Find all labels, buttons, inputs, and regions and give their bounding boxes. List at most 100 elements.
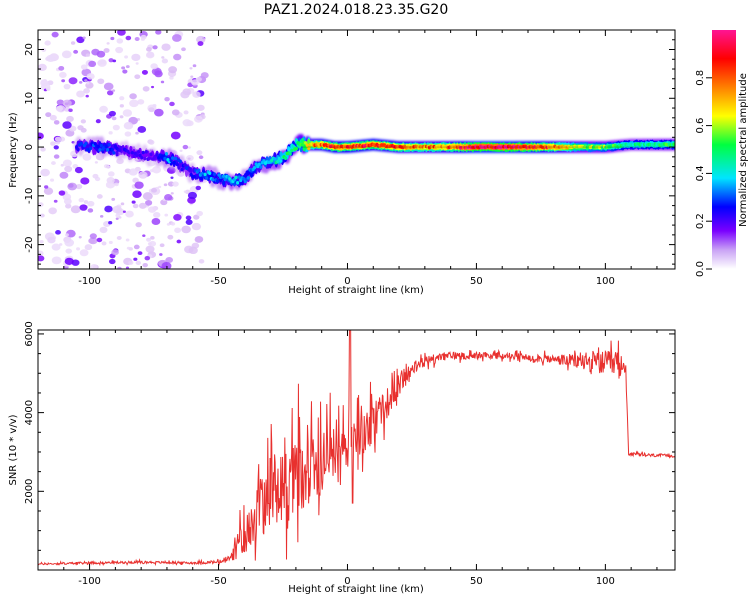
noise-blob xyxy=(115,213,120,218)
ridge-cell xyxy=(141,150,145,155)
noise-blob xyxy=(38,255,45,262)
noise-blob xyxy=(198,259,205,264)
noise-blob xyxy=(108,258,116,265)
noise-blob xyxy=(96,237,103,243)
noise-blob xyxy=(38,63,47,72)
snr-ylabel: SNR (10 * v/v) xyxy=(8,414,19,485)
ridge-cell xyxy=(104,144,108,149)
noise-blob xyxy=(115,46,124,54)
ridge-cell xyxy=(143,156,147,161)
noise-blob xyxy=(131,200,136,204)
noise-blob xyxy=(87,200,95,207)
noise-blob xyxy=(128,260,134,265)
colorbar-tick-label: 0.4 xyxy=(695,165,706,181)
noise-blob xyxy=(132,203,139,209)
noise-blob xyxy=(73,49,79,54)
noise-blob xyxy=(124,55,129,59)
noise-blob xyxy=(121,66,126,70)
noise-blob xyxy=(88,60,97,68)
noise-blob xyxy=(76,36,85,44)
noise-blob xyxy=(155,30,162,35)
noise-blob xyxy=(137,126,147,133)
noise-blob xyxy=(138,202,147,209)
noise-blob xyxy=(170,131,181,140)
ridge-cell xyxy=(180,167,184,172)
noise-blob xyxy=(150,236,155,240)
noise-blob xyxy=(103,82,114,91)
noise-blob xyxy=(182,144,189,150)
ridge-cell xyxy=(107,142,111,147)
noise-blob xyxy=(126,246,131,250)
noise-blob xyxy=(99,226,108,234)
noise-blob xyxy=(180,91,190,99)
noise-blob xyxy=(150,85,155,89)
noise-blob xyxy=(191,79,199,86)
noise-blob xyxy=(133,244,140,250)
noise-blob xyxy=(65,203,72,209)
noise-blob xyxy=(53,154,60,159)
noise-blob xyxy=(111,116,117,121)
noise-blob xyxy=(159,253,163,256)
noise-blob xyxy=(51,31,59,38)
ridge-cell xyxy=(89,146,93,151)
noise-blob xyxy=(176,239,182,244)
spectrogram-xtick-label: -100 xyxy=(78,276,101,287)
ridge-cell xyxy=(144,149,148,154)
noise-blob xyxy=(158,185,162,189)
snr-xtick-label: -50 xyxy=(210,576,226,587)
spectrogram-ytick-label: 20 xyxy=(24,43,35,56)
noise-blob xyxy=(134,74,141,80)
noise-blob xyxy=(125,65,130,69)
ridge-cell xyxy=(205,176,209,180)
noise-blob xyxy=(122,69,128,74)
noise-blob xyxy=(68,108,73,113)
noise-blob xyxy=(132,190,142,199)
noise-blob xyxy=(170,221,176,226)
noise-blob xyxy=(84,79,88,82)
noise-blob xyxy=(198,155,204,160)
noise-blob xyxy=(78,236,82,239)
ridge-cell xyxy=(257,162,261,167)
snr-ytick-label: 4000 xyxy=(24,400,35,425)
ridge-cell xyxy=(112,151,116,155)
ridge-cell xyxy=(110,148,114,152)
noise-blob xyxy=(161,58,169,64)
noise-blob xyxy=(125,238,130,242)
noise-blob xyxy=(45,112,52,118)
noise-blob xyxy=(56,99,65,106)
noise-blob xyxy=(154,70,163,78)
colorbar-tick-label: 0.2 xyxy=(695,213,706,229)
noise-blob xyxy=(61,50,72,59)
noise-blob xyxy=(60,163,64,167)
noise-blob xyxy=(197,41,204,46)
noise-blob xyxy=(68,77,78,85)
colorbar-tick-label: 0.8 xyxy=(695,70,706,86)
noise-blob xyxy=(142,262,148,268)
ridge-cell xyxy=(164,152,169,156)
noise-blob xyxy=(141,69,148,75)
noise-blob xyxy=(47,80,54,86)
noise-blob xyxy=(166,166,176,174)
noise-blob xyxy=(111,197,116,201)
noise-blob xyxy=(104,205,113,213)
noise-blob xyxy=(64,257,74,265)
noise-blob xyxy=(167,234,174,240)
noise-blob xyxy=(74,166,83,174)
noise-blob xyxy=(51,256,62,265)
noise-blob xyxy=(40,168,50,177)
noise-blob xyxy=(89,233,97,240)
noise-blob xyxy=(190,75,194,78)
noise-blob xyxy=(116,236,122,240)
noise-blob xyxy=(38,202,44,207)
noise-blob xyxy=(62,121,72,129)
noise-blob xyxy=(58,243,63,246)
noise-blob xyxy=(187,146,191,149)
noise-blob xyxy=(120,202,125,206)
noise-blob xyxy=(151,187,158,193)
noise-blob xyxy=(96,194,103,199)
noise-blob xyxy=(161,43,171,51)
ridge-cell xyxy=(99,143,104,148)
spectrogram-ytick-label: -20 xyxy=(24,236,35,252)
noise-blob xyxy=(125,210,134,218)
noise-blob xyxy=(66,115,74,123)
